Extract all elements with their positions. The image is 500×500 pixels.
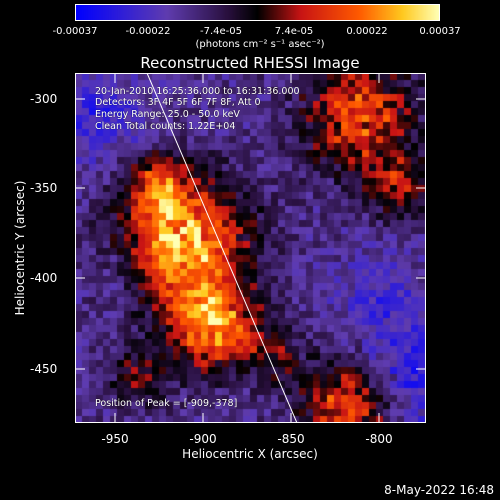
y-tick-label: -300 bbox=[30, 92, 58, 106]
detectors-text: Detectors: 3F 4F 5F 6F 7F 8F, Att 0 bbox=[95, 97, 261, 108]
colorbar-tick-label: 0.00037 bbox=[419, 26, 461, 37]
method-text: Clean Total counts: 1.22E+04 bbox=[95, 121, 236, 132]
x-axis-label: Heliocentric X (arcsec) bbox=[182, 447, 318, 461]
y-tick-label: -350 bbox=[30, 181, 58, 195]
y-tick-label: -450 bbox=[30, 362, 58, 376]
time-range-text: 20-Jan-2010 16:25:36.000 to 16:31:36.000 bbox=[95, 86, 300, 97]
colorbar-units: (photons cm⁻² s⁻¹ asec⁻²) bbox=[195, 39, 325, 50]
plot-overlay bbox=[75, 73, 426, 423]
x-tick-label: -950 bbox=[101, 432, 129, 446]
energy-range-text: Energy Range: 25.0 - 50.0 keV bbox=[95, 109, 240, 120]
peak-position-text: Position of Peak = [-909,-378] bbox=[95, 398, 238, 409]
x-tick-label: -850 bbox=[277, 432, 305, 446]
y-tick-label: -400 bbox=[30, 271, 58, 285]
colorbar bbox=[75, 4, 440, 21]
solar-limb-line bbox=[146, 73, 298, 423]
x-tick-label: -800 bbox=[365, 432, 393, 446]
x-tick-label: -900 bbox=[189, 432, 217, 446]
colorbar-tick-label: 7.4e-05 bbox=[274, 26, 314, 37]
colorbar-tick-label: 0.00022 bbox=[346, 26, 388, 37]
plot-title: Reconstructed RHESSI Image bbox=[140, 54, 360, 72]
colorbar-tick-label: -7.4e-05 bbox=[200, 26, 242, 37]
colorbar-tick-label: -0.00037 bbox=[52, 26, 98, 37]
image-plot bbox=[75, 73, 426, 423]
plot-border bbox=[75, 73, 426, 423]
y-axis-label: Heliocentric Y (arcsec) bbox=[13, 180, 27, 316]
timestamp: 8-May-2022 16:48 bbox=[384, 483, 494, 497]
colorbar-tick-label: -0.00022 bbox=[125, 26, 171, 37]
solar-image-heatmap bbox=[75, 73, 426, 423]
